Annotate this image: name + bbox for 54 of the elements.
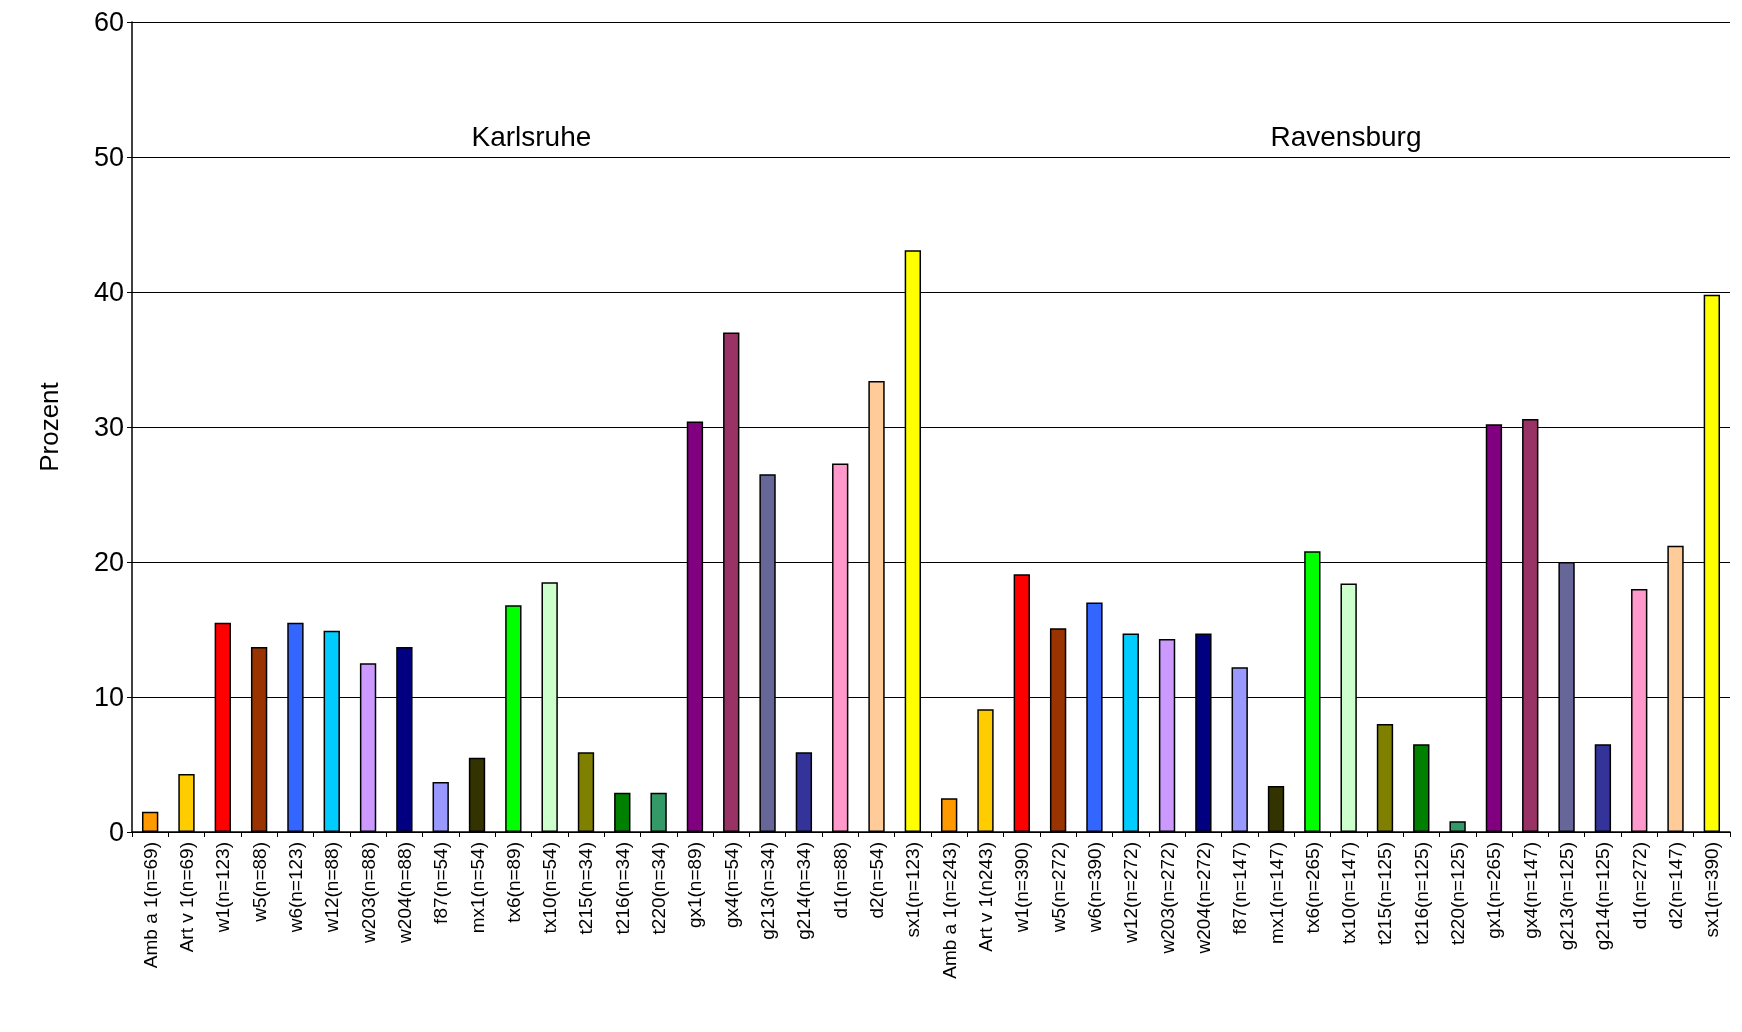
- x-tick-label: d2(n=147): [1665, 842, 1687, 930]
- x-tick-label: g214(n=34): [793, 842, 815, 940]
- x-tick-label: w5(n=88): [248, 842, 270, 923]
- x-tick-label: t215(n=34): [575, 842, 597, 935]
- x-tick-label: sx1(n=390): [1701, 842, 1723, 938]
- x-tick-label: sx1(n=123): [902, 842, 924, 938]
- x-tick-label: f87(n=54): [430, 842, 452, 924]
- x-tick-label: w203(n=272): [1156, 842, 1178, 955]
- x-tick-label: t220(n=125): [1447, 842, 1469, 945]
- x-tick-label: w5(n=272): [1047, 842, 1069, 934]
- x-tick-label: f87(n=147): [1229, 842, 1251, 935]
- x-tick-label: gx1(n=89): [684, 842, 706, 929]
- annotation: Ravensburg: [1270, 121, 1422, 153]
- x-tick-label: Art v 1(n243): [974, 842, 996, 952]
- x-tick-label: mx1(n=54): [466, 842, 488, 934]
- x-tick-label: w12(n=88): [321, 842, 343, 934]
- x-tick-label: d1(n=272): [1628, 842, 1650, 930]
- x-tick-label: gx1(n=265): [1483, 842, 1505, 939]
- y-tick-label: 0: [108, 817, 124, 847]
- x-tick-label: w1(n=390): [1011, 842, 1033, 934]
- x-tick-label: tx6(n=265): [1301, 842, 1323, 934]
- x-tick-label: w6(n=123): [284, 842, 306, 934]
- x-tick-label: g214(n=125): [1592, 842, 1614, 951]
- x-tick-label: g213(n=34): [757, 842, 779, 940]
- y-tick-label: 60: [93, 7, 124, 37]
- x-tick-label: w204(n=88): [393, 842, 415, 944]
- y-tick-label: 10: [93, 682, 124, 712]
- x-tick-label: Art v 1(n=69): [175, 842, 197, 953]
- annotation: Karlsruhe: [471, 121, 592, 153]
- y-axis-title: Prozent: [34, 381, 64, 472]
- x-tick-label: w203(n=88): [357, 842, 379, 944]
- y-tick-label: 40: [93, 277, 124, 307]
- x-tick-label: gx4(n=54): [720, 842, 742, 929]
- x-tick-label: Amb a 1(n=243): [938, 842, 960, 979]
- x-tick-label: gx4(n=147): [1519, 842, 1541, 939]
- y-tick-label: 20: [93, 547, 124, 577]
- x-tick-label: tx10(n=147): [1338, 842, 1360, 944]
- x-tick-label: w6(n=390): [1083, 842, 1105, 934]
- x-tick-label: t215(n=125): [1374, 842, 1396, 945]
- x-tick-label: tx6(n=89): [502, 842, 524, 923]
- x-tick-label: w12(n=272): [1120, 842, 1142, 944]
- x-tick-label: mx1(n=147): [1265, 842, 1287, 944]
- y-tick-label: 30: [93, 412, 124, 442]
- x-tick-label: w1(n=123): [212, 842, 234, 934]
- x-tick-label: t216(n=125): [1410, 842, 1432, 945]
- x-tick-label: g213(n=125): [1556, 842, 1578, 951]
- x-tick-label: d2(n=54): [866, 842, 888, 919]
- x-tick-label: d1(n=88): [829, 842, 851, 919]
- x-tick-label: t216(n=34): [611, 842, 633, 935]
- x-tick-label: tx10(n=54): [539, 842, 561, 934]
- x-tick-label: w204(n=272): [1192, 842, 1214, 955]
- x-tick-label: Amb a 1(n=69): [139, 842, 161, 969]
- x-tick-label: t220(n=34): [648, 842, 670, 935]
- y-tick-label: 50: [93, 142, 124, 172]
